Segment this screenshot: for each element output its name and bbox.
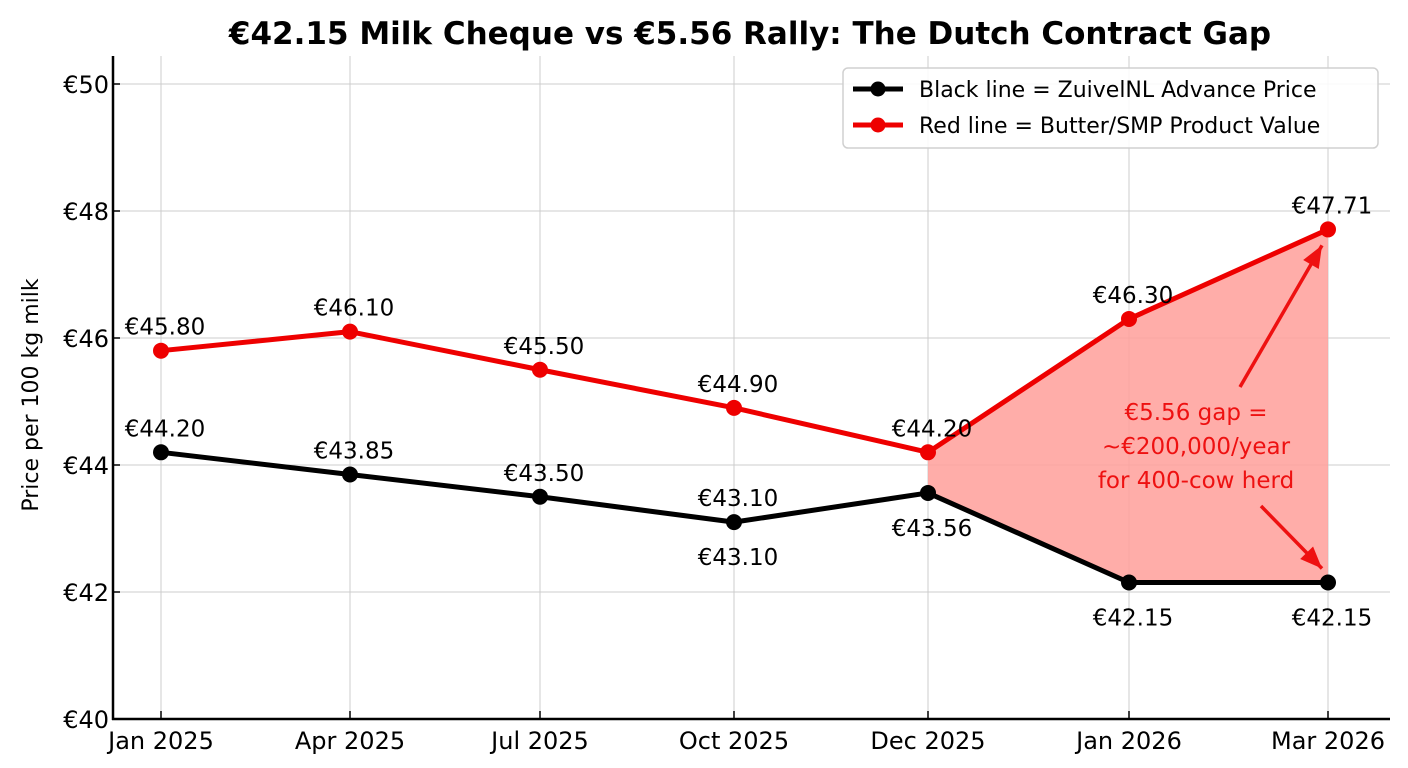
x-tick-label: Oct 2025 [679, 727, 789, 755]
product-value-point [153, 342, 169, 359]
grid [113, 56, 1390, 719]
y-axis-ticks: €40 €42 €44 €46 €48 €50 [63, 71, 120, 734]
product-value-label: €44.90 [698, 372, 778, 398]
legend-box [842, 67, 1379, 149]
advance-price-label: €42.15 [1292, 605, 1372, 631]
annotation-line: for 400-cow herd [1098, 468, 1294, 494]
legend-entry-label: Black line = ZuivelNL Advance Price [919, 78, 1317, 103]
product-value-point [532, 361, 548, 378]
annotation-line: ~€200,000/year [1102, 434, 1291, 460]
advance-price-label: €43.50 [504, 461, 584, 487]
y-axis-label: Price per 100 kg milk [19, 278, 44, 512]
arrow-to-product-value [1238, 244, 1324, 388]
legend: Black line = ZuivelNL Advance Price Red l… [842, 67, 1379, 149]
y-tick-label: €46 [63, 325, 109, 353]
y-tick-label: €48 [63, 198, 109, 226]
data-labels: €44.20 €43.85 €43.50 €43.10 €43.10 €43.56 €42.… [125, 193, 1372, 631]
y-tick-label: €50 [63, 71, 109, 99]
product-value-point [726, 399, 742, 416]
x-tick-label: Jan 2025 [106, 727, 214, 755]
chart-title: €42.15 Milk Cheque vs €5.56 Rally: The D… [228, 16, 1271, 52]
x-axis-ticks: Jan 2025 Apr 2025 Jul 2025 Oct 2025 Dec 2025… [106, 711, 1385, 755]
x-tick-label: Dec 2025 [870, 727, 985, 755]
product-value-point [1320, 221, 1336, 238]
advance-price-label: €42.15 [1093, 605, 1173, 631]
y-tick-label: €42 [63, 579, 109, 607]
legend-swatch-marker [870, 117, 886, 133]
advance-price-point [342, 466, 358, 483]
x-tick-label: Mar 2026 [1271, 727, 1385, 755]
y-tick-label: €40 [63, 706, 109, 734]
advance-price-point [920, 484, 936, 501]
x-tick-label: Apr 2025 [295, 727, 405, 755]
product-value-label: €46.30 [1093, 283, 1173, 309]
x-tick-label: Jan 2026 [1074, 727, 1182, 755]
x-tick-label: Jul 2025 [489, 727, 589, 755]
arrow-to-advance-price-head [1300, 546, 1322, 569]
product-value-point [1121, 310, 1137, 327]
product-value-label: €45.50 [504, 334, 584, 360]
axes [111, 56, 1390, 721]
legend-entry-label: Red line = Butter/SMP Product Value [919, 114, 1320, 139]
advance-price-point [1320, 574, 1336, 591]
gap-area [928, 229, 1328, 583]
advance-price-point [1121, 574, 1137, 591]
advance-price-point [532, 488, 548, 505]
y-tick-label: €44 [63, 452, 109, 480]
annotation-line: €5.56 gap = [1124, 400, 1267, 426]
gap-shading [928, 229, 1328, 583]
product-value-label: €46.10 [314, 296, 394, 322]
product-value-label: €47.71 [1292, 193, 1372, 219]
product-value-label: €44.20 [892, 416, 972, 442]
advance-price-label: €43.10 [698, 545, 778, 571]
product-value-point [920, 444, 936, 461]
advance-price-point [726, 514, 742, 531]
advance-price-point [153, 444, 169, 461]
advance-price-label: €43.85 [314, 439, 394, 465]
product-value-label: €45.80 [125, 315, 205, 341]
gap-annotation: €5.56 gap = ~€200,000/year for 400-cow her… [1098, 244, 1324, 570]
arrow-to-product-value-head [1303, 245, 1322, 269]
advance-price-label: €43.10 [698, 486, 778, 512]
series-group [153, 221, 1336, 591]
product-value-point [342, 323, 358, 340]
advance-price-label: €43.56 [892, 516, 972, 542]
legend-swatch-marker [870, 81, 886, 97]
advance-price-label: €44.20 [125, 416, 205, 442]
